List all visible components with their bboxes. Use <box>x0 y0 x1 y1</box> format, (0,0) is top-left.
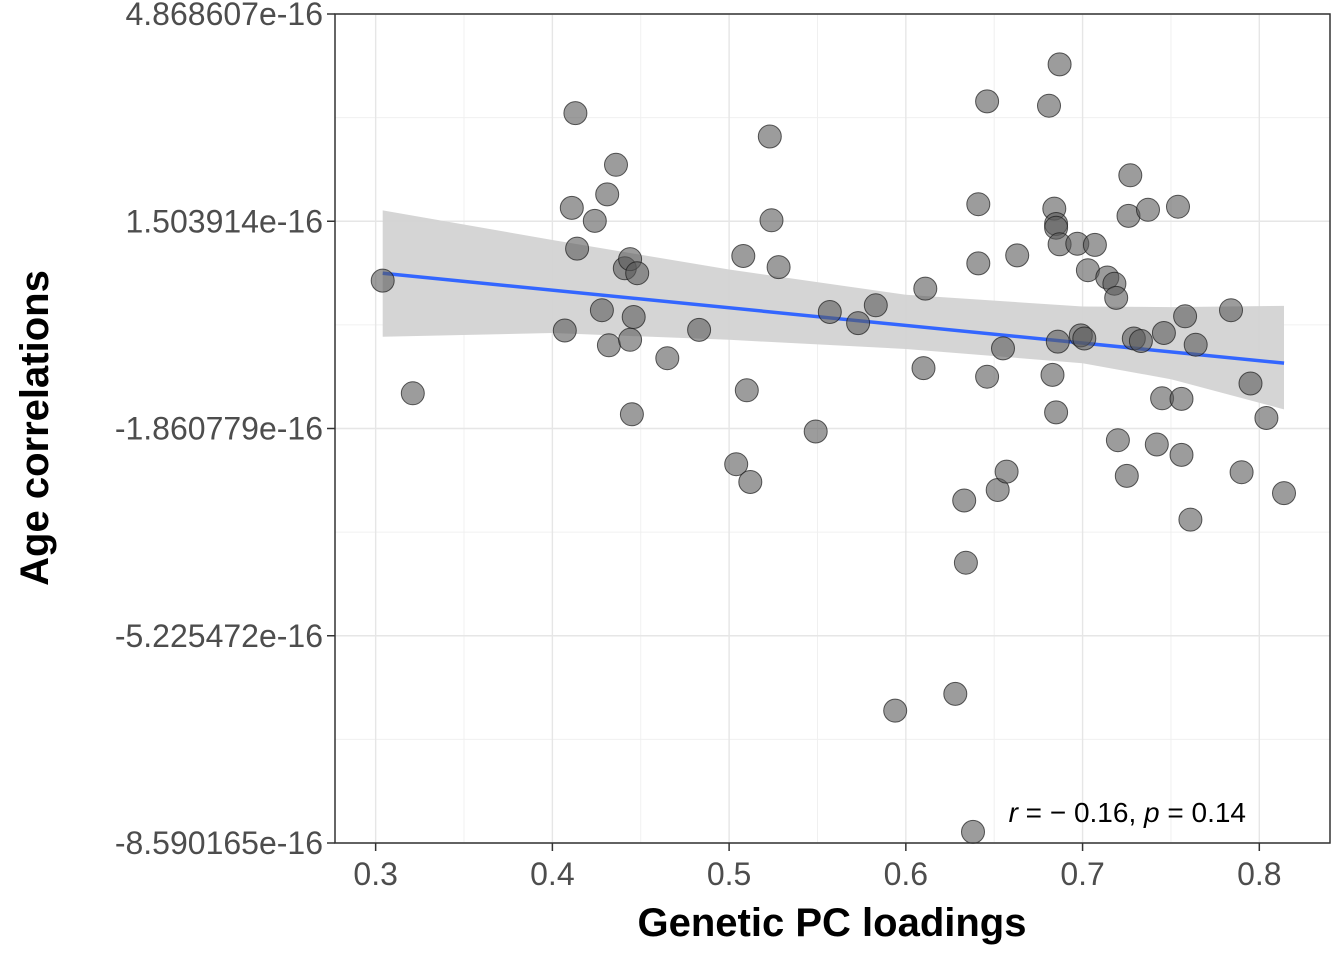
data-point <box>1169 386 1194 411</box>
data-point <box>1169 442 1194 467</box>
data-point <box>1118 163 1143 188</box>
data-point <box>563 101 588 126</box>
data-point <box>803 419 828 444</box>
data-point <box>1136 197 1160 222</box>
data-point <box>738 470 763 494</box>
data-point <box>817 300 842 324</box>
data-point <box>1128 329 1153 353</box>
data-point <box>911 356 936 381</box>
data-point <box>621 305 646 329</box>
data-point <box>1183 332 1208 357</box>
grid-major-lines <box>335 13 1330 844</box>
data-point <box>1040 362 1065 387</box>
x-axis-title: Genetic PC loadings <box>638 901 1027 945</box>
data-point <box>994 459 1019 484</box>
data-point <box>1238 371 1263 396</box>
data-point <box>1044 400 1069 425</box>
data-point <box>1005 243 1030 268</box>
x-tick-label: 0.3 <box>353 856 397 892</box>
data-point <box>618 327 643 352</box>
data-point <box>1229 460 1254 485</box>
x-tick-label: 0.6 <box>884 856 928 892</box>
data-point <box>370 268 395 293</box>
y-tick-label: -1.860779e-16 <box>115 411 323 447</box>
data-point <box>1114 463 1139 488</box>
data-point <box>952 488 977 513</box>
data-point <box>846 311 871 336</box>
data-point <box>883 698 908 723</box>
data-point <box>1254 406 1279 430</box>
data-point <box>565 236 590 261</box>
data-point <box>953 550 978 575</box>
x-axis-ticks: 0.3 0.4 0.5 0.6 0.7 0.8 <box>353 843 1282 892</box>
data-point <box>975 364 1000 389</box>
data-point <box>1151 321 1176 345</box>
data-point <box>1219 298 1243 323</box>
data-point <box>687 317 712 342</box>
annotation-p-symbol: p <box>1143 797 1160 828</box>
annotation-p-value: = 0.14 <box>1160 797 1246 828</box>
data-point <box>863 293 888 318</box>
data-point <box>596 333 621 358</box>
data-point <box>1173 304 1198 329</box>
data-point <box>1082 232 1107 257</box>
data-point <box>759 208 784 233</box>
data-point <box>1178 507 1203 532</box>
data-point <box>1144 432 1169 457</box>
data-point <box>961 819 985 844</box>
data-point <box>913 276 938 301</box>
data-point <box>619 402 644 427</box>
data-point <box>582 208 607 233</box>
correlation-annotation: r = − 0.16, p = 0.14 <box>1009 797 1246 828</box>
data-point <box>595 182 620 207</box>
data-point <box>1037 93 1061 118</box>
data-point <box>766 255 791 280</box>
data-point <box>975 89 1000 114</box>
data-point <box>1104 285 1129 310</box>
data-point <box>589 298 614 323</box>
data-point <box>1045 329 1070 354</box>
annotation-r-symbol: r <box>1009 797 1020 828</box>
y-tick-label: -5.225472e-16 <box>115 618 323 654</box>
y-tick-label: 4.868607e-16 <box>125 0 323 32</box>
data-point <box>625 261 650 286</box>
data-point <box>966 251 991 276</box>
x-tick-label: 0.5 <box>707 856 751 892</box>
data-point <box>731 244 756 268</box>
data-point <box>1272 481 1296 506</box>
data-point <box>991 336 1015 361</box>
data-point <box>655 346 680 371</box>
data-point <box>1072 326 1097 351</box>
data-point <box>1047 52 1072 77</box>
data-point <box>724 452 749 477</box>
annotation-r-value: = − 0.16, <box>1018 797 1144 828</box>
data-points <box>370 52 1296 844</box>
data-point <box>1166 194 1190 219</box>
data-point <box>552 318 577 343</box>
data-point <box>604 152 628 177</box>
data-point <box>757 124 782 149</box>
y-tick-label: 1.503914e-16 <box>125 203 323 239</box>
x-tick-label: 0.4 <box>530 856 574 892</box>
data-point <box>559 195 584 220</box>
data-point <box>966 192 991 217</box>
data-point <box>1105 428 1130 453</box>
x-tick-label: 0.8 <box>1237 856 1281 892</box>
y-tick-label: -8.590165e-16 <box>115 825 323 861</box>
y-axis-ticks: 4.868607e-16 1.503914e-16 -1.860779e-16 -5.… <box>115 0 335 861</box>
data-point <box>943 681 968 706</box>
x-tick-label: 0.7 <box>1060 856 1104 892</box>
data-point <box>400 381 425 406</box>
y-axis-title: Age correlations <box>13 270 57 586</box>
data-point <box>734 378 759 403</box>
